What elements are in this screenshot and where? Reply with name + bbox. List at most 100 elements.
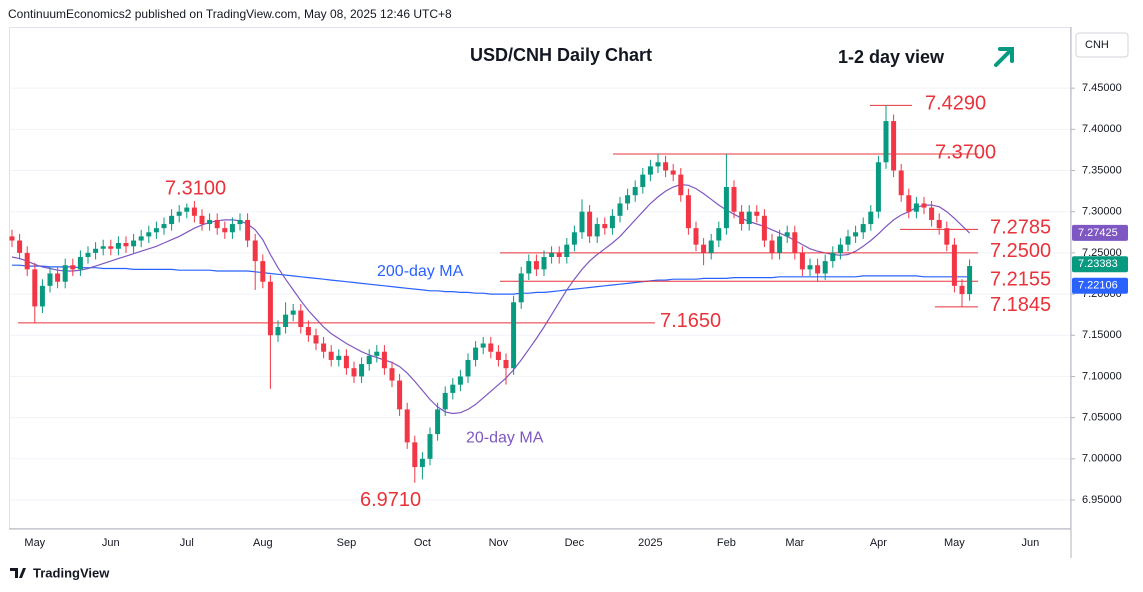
price-tag-label: 7.22106 xyxy=(1078,280,1118,292)
candle-body xyxy=(518,273,524,303)
level-label: 7.2155 xyxy=(990,269,1051,291)
candle-body xyxy=(708,240,714,253)
x-tick-label: Sep xyxy=(337,537,357,549)
candle-body xyxy=(647,166,653,175)
candle-body xyxy=(556,252,562,257)
candle-body xyxy=(716,228,722,241)
candle-body xyxy=(389,368,395,381)
level-label: 7.2785 xyxy=(990,217,1051,239)
level-label: 7.1845 xyxy=(990,294,1051,316)
header: ContinuumEconomics2 published on Trading… xyxy=(8,7,452,21)
candle-body xyxy=(860,224,866,233)
candle-body xyxy=(777,236,783,253)
y-tick-label: 7.25000 xyxy=(1082,247,1122,259)
candle-body xyxy=(959,285,965,295)
candle-body xyxy=(397,380,403,410)
candle-body xyxy=(701,244,707,253)
x-tick-label: Aug xyxy=(253,537,273,549)
candle-body xyxy=(655,162,661,167)
candle-body xyxy=(283,314,289,328)
y-tick-label: 7.30000 xyxy=(1082,206,1122,218)
candle-body xyxy=(799,252,805,270)
candle-body xyxy=(883,121,889,163)
candle-body xyxy=(617,203,623,216)
candle-body xyxy=(62,265,68,282)
moving-average-line xyxy=(12,264,970,295)
candle-body xyxy=(100,246,106,249)
subtitle: 1-2 day view xyxy=(838,47,945,67)
x-tick-label: Apr xyxy=(870,537,887,549)
candle-body xyxy=(693,228,699,245)
candle-body xyxy=(503,359,509,369)
y-tick-label: 7.15000 xyxy=(1082,329,1122,341)
candle-body xyxy=(609,215,615,229)
currency-box xyxy=(1075,32,1129,58)
y-tick-label: 7.10000 xyxy=(1082,370,1122,382)
candle-body xyxy=(754,211,760,216)
candle-body xyxy=(549,252,555,257)
candle-body xyxy=(70,265,76,270)
candle-body xyxy=(678,174,684,196)
candle-body xyxy=(587,211,593,237)
candle-body xyxy=(267,281,273,336)
candle-body xyxy=(442,392,448,410)
candle-body xyxy=(359,364,365,377)
candle-body xyxy=(260,261,266,282)
candle-body xyxy=(723,186,729,229)
candle-body xyxy=(161,224,167,229)
candle-body xyxy=(298,310,304,328)
candle-body xyxy=(108,246,114,249)
series-label: 200-day MA xyxy=(377,263,464,280)
candle-body xyxy=(321,343,327,352)
candle-body xyxy=(936,219,942,229)
level-label: 7.2500 xyxy=(990,240,1051,262)
candle-body xyxy=(47,273,53,286)
candle-body xyxy=(123,242,129,247)
candle-body xyxy=(184,207,190,212)
moving-average-line xyxy=(11,183,971,415)
candle-body xyxy=(176,211,182,216)
candle-body xyxy=(336,355,342,360)
candle-body xyxy=(967,266,973,295)
point-label: 6.9710 xyxy=(360,489,421,511)
candle-body xyxy=(731,186,737,212)
candle-body xyxy=(929,207,935,220)
candle-body xyxy=(77,256,83,270)
candle-body xyxy=(9,236,15,241)
x-tick-label: May xyxy=(24,537,45,549)
x-tick-label: May xyxy=(944,537,965,549)
candle-body xyxy=(412,442,418,468)
currency: CNH xyxy=(1085,39,1109,51)
x-tick-label: Jun xyxy=(1022,537,1040,549)
candle-body xyxy=(830,252,836,262)
candle-body xyxy=(191,207,197,216)
candle-body xyxy=(328,351,334,360)
candle-body xyxy=(868,211,874,225)
chart-title: USD/CNH Daily Chart xyxy=(470,45,652,65)
candle-body xyxy=(32,269,38,307)
candle-body xyxy=(640,174,646,187)
candle-body xyxy=(875,162,881,212)
candle-body xyxy=(913,203,919,212)
candle-body xyxy=(138,236,144,241)
level-label: 7.1650 xyxy=(660,310,721,332)
candle-body xyxy=(153,228,159,233)
x-tick-label: Feb xyxy=(717,537,736,549)
y-tick-label: 7.40000 xyxy=(1082,123,1122,135)
candle-body xyxy=(366,355,372,365)
tradingview-logo xyxy=(10,568,26,578)
candle-body xyxy=(815,265,821,274)
candle-body xyxy=(473,347,479,360)
candle-body xyxy=(404,409,410,443)
candle-body xyxy=(85,252,91,257)
candle-body xyxy=(853,232,859,237)
candle-body xyxy=(199,215,205,225)
series-label: 20-day MA xyxy=(466,430,544,447)
footer: TradingView xyxy=(33,565,110,580)
candle-body xyxy=(435,409,441,435)
candle-body xyxy=(93,248,99,253)
candle-body xyxy=(670,170,676,175)
x-tick-label: Nov xyxy=(489,537,509,549)
